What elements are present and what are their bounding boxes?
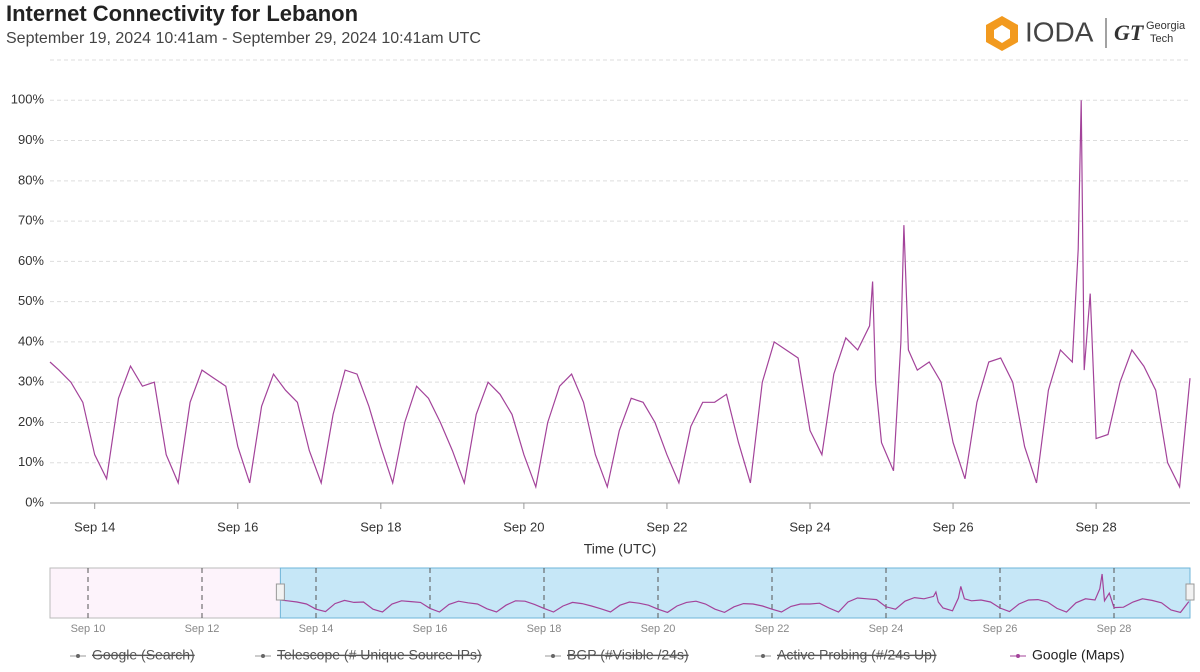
navigator-tick-label: Sep 22 <box>755 623 790 635</box>
navigator-tick-label: Sep 20 <box>641 623 676 635</box>
y-tick-label: 100% <box>11 92 45 107</box>
legend-label[interactable]: Telescope (# Unique Source IPs) <box>277 647 482 663</box>
navigator-tick-label: Sep 24 <box>869 623 904 635</box>
y-tick-label: 70% <box>18 213 44 228</box>
logo: IODA GT Georgia Tech <box>986 16 1186 51</box>
x-tick-label: Sep 26 <box>932 519 973 534</box>
logo-partner: Tech <box>1150 33 1173 45</box>
navigator-tick-label: Sep 12 <box>185 623 220 635</box>
y-tick-label: 80% <box>18 172 44 187</box>
x-tick-label: Sep 28 <box>1076 519 1117 534</box>
logo-partner: Georgia <box>1146 20 1186 32</box>
legend-label[interactable]: Active Probing (#/24s Up) <box>777 647 937 663</box>
x-tick-label: Sep 16 <box>217 519 258 534</box>
navigator-tick-label: Sep 16 <box>413 623 448 635</box>
legend-marker[interactable] <box>76 654 80 658</box>
x-tick-label: Sep 24 <box>789 519 830 534</box>
x-tick-label: Sep 14 <box>74 519 115 534</box>
navigator-selection[interactable] <box>279 567 1191 619</box>
navigator-tick-label: Sep 18 <box>527 623 562 635</box>
navigator-tick-label: Sep 26 <box>983 623 1018 635</box>
navigator-tick-label: Sep 14 <box>299 623 334 635</box>
y-tick-label: 10% <box>18 454 44 469</box>
x-tick-label: Sep 18 <box>360 519 401 534</box>
series-line <box>49 100 1191 490</box>
legend-marker[interactable] <box>261 654 265 658</box>
logo-text: IODA <box>1025 16 1094 47</box>
x-tick-label: Sep 22 <box>646 519 687 534</box>
y-tick-label: 50% <box>18 293 44 308</box>
x-axis-label: Time (UTC) <box>584 541 657 557</box>
logo-icon-inner <box>994 25 1010 43</box>
y-tick-label: 40% <box>18 333 44 348</box>
legend-label[interactable]: Google (Maps) <box>1032 647 1125 663</box>
legend-marker[interactable] <box>1016 654 1020 658</box>
y-tick-label: 0% <box>25 494 44 509</box>
legend-label[interactable]: BGP (#Visible /24s) <box>567 647 689 663</box>
chart-subtitle: September 19, 2024 10:41am - September 2… <box>6 30 481 47</box>
legend-label[interactable]: Google (Search) <box>92 647 195 663</box>
y-tick-label: 20% <box>18 414 44 429</box>
navigator-tick-label: Sep 28 <box>1097 623 1132 635</box>
y-tick-label: 30% <box>18 374 44 389</box>
navigator-handle[interactable] <box>1185 583 1195 601</box>
logo-mark: GT <box>1114 20 1145 45</box>
legend-marker[interactable] <box>761 654 765 658</box>
navigator-tick-label: Sep 10 <box>71 623 106 635</box>
x-tick-label: Sep 20 <box>503 519 544 534</box>
y-tick-label: 60% <box>18 253 44 268</box>
y-tick-label: 90% <box>18 132 44 147</box>
chart-title: Internet Connectivity for Lebanon <box>6 1 358 26</box>
legend-marker[interactable] <box>551 654 555 658</box>
navigator-line <box>280 573 1190 614</box>
navigator-handle[interactable] <box>275 583 285 601</box>
